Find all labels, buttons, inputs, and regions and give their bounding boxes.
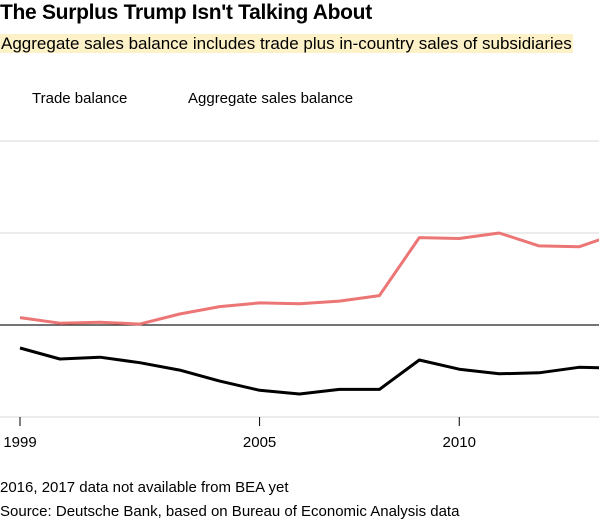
x-axis: 1999 2005 2010 (3, 417, 476, 451)
series-line-trade (19, 346, 599, 396)
chart-title: The Surplus Trump Isn't Talking About (0, 1, 372, 24)
source-note: Source: Deutsche Bank, based on Bureau o… (0, 503, 460, 520)
data-availability-note: 2016, 2017 data not available from BEA y… (0, 479, 289, 496)
x-tick-label: 2010 (443, 434, 476, 451)
legend-trade-balance: Trade balance (32, 90, 128, 107)
series-line-aggregate (19, 231, 599, 326)
grid-lines (0, 140, 599, 418)
series-lines (19, 231, 599, 396)
legend-aggregate-sales-balance: Aggregate sales balance (188, 90, 354, 107)
chart-subtitle: Aggregate sales balance includes trade p… (0, 33, 590, 54)
subtitle-highlight: Aggregate sales balance includes trade p… (0, 34, 573, 53)
x-tick-label: 1999 (3, 434, 36, 451)
x-tick-label: 2005 (243, 434, 276, 451)
